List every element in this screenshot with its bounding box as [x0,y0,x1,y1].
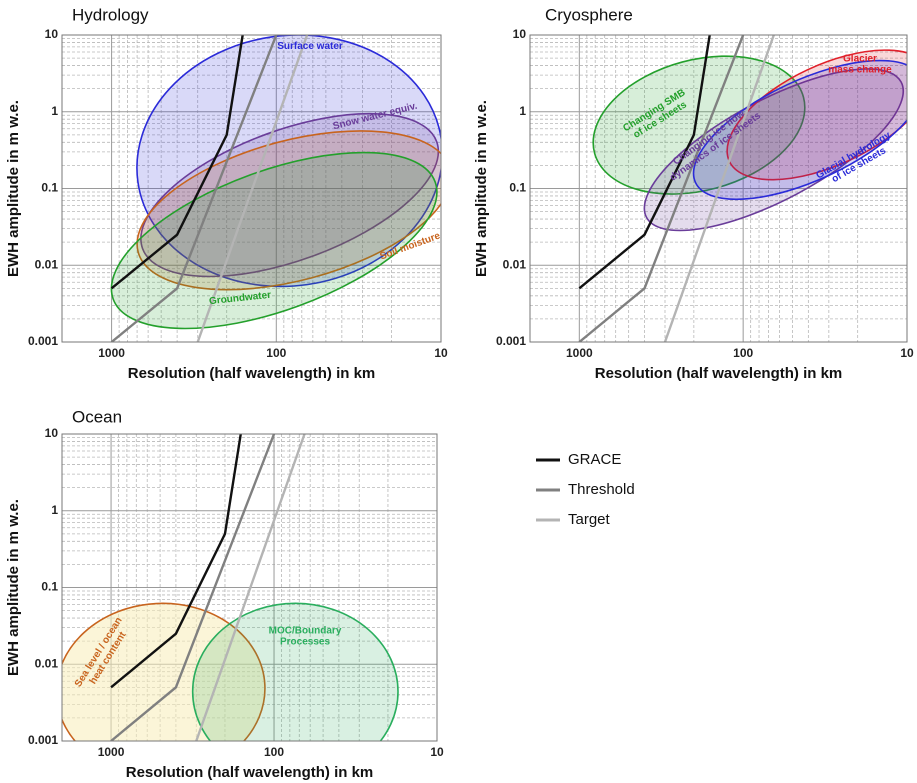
region-label-line: mass change [828,64,892,75]
y-tick-label: 0.001 [28,733,58,747]
region-label: Glacier mass change [828,53,892,75]
legend-label: GRACE [568,451,621,468]
series-line [110,35,244,290]
y-tick-label: 0.01 [35,257,59,271]
region [692,59,907,201]
y-tick-label: 10 [513,27,527,41]
x-axis-label: Resolution (half wavelength) in km [595,365,843,382]
y-axis-label: EWH amplitude in m w.e. [473,100,490,277]
x-tick-label: 10 [430,745,444,759]
y-tick-label: 0.001 [28,334,58,348]
x-tick-label: 1000 [98,745,125,759]
series-line [110,434,276,741]
series-line [110,434,242,689]
x-axis-label: Resolution (half wavelength) in km [128,365,376,382]
series-line [195,434,306,741]
y-tick-label: 0.1 [509,181,526,195]
x-tick-label: 100 [733,346,753,360]
y-tick-label: 1 [51,503,58,517]
y-tick-label: 0.01 [503,257,527,271]
y-tick-label: 10 [45,27,59,41]
region-label-line: Surface water [277,41,343,52]
legend: GRACE Threshold Target [536,451,635,528]
plot-frame [529,34,908,343]
legend-label: Threshold [568,481,635,498]
y-axis-label: EWH amplitude in m w.e. [5,100,22,277]
region [592,55,806,195]
region [110,151,438,330]
region-label-line: Glacier [843,53,877,64]
x-tick-label: 100 [266,346,286,360]
chart-title: Cryosphere [545,5,633,24]
x-axis-label: Resolution (half wavelength) in km [126,764,374,781]
chart-title: Hydrology [72,5,149,24]
plot-content [62,434,399,741]
region [191,602,399,741]
series-line [196,35,309,342]
region-label: Surface water [277,41,343,52]
series-line [578,35,745,342]
region-label: MOC/Boundary Processes [269,625,342,647]
y-tick-label: 0.1 [41,181,58,195]
y-tick-label: 1 [519,104,526,118]
series-line [663,35,775,342]
x-tick-label: 10 [900,346,914,360]
legend-label: Target [568,511,611,528]
y-tick-label: 0.1 [41,580,58,594]
series-line [578,35,711,290]
region [62,602,266,741]
region-label-line: MOC/Boundary [269,625,342,636]
y-tick-label: 0.001 [496,334,526,348]
region [136,35,441,288]
region-label-line: Processes [280,636,330,647]
plot-frame [61,34,442,343]
y-axis-label: EWH amplitude in m w.e. [5,499,22,676]
x-tick-label: 1000 [98,346,125,360]
plot-content [578,35,907,342]
y-tick-label: 0.01 [35,656,59,670]
plot-content [110,35,441,342]
plot-frame [61,433,438,742]
series-line [110,35,278,342]
x-tick-label: 1000 [566,346,593,360]
region [136,130,441,291]
x-tick-label: 10 [434,346,448,360]
region [140,112,440,278]
y-tick-label: 1 [51,104,58,118]
chart-title: Ocean [72,407,122,426]
y-tick-label: 10 [45,426,59,440]
x-tick-label: 100 [264,745,284,759]
